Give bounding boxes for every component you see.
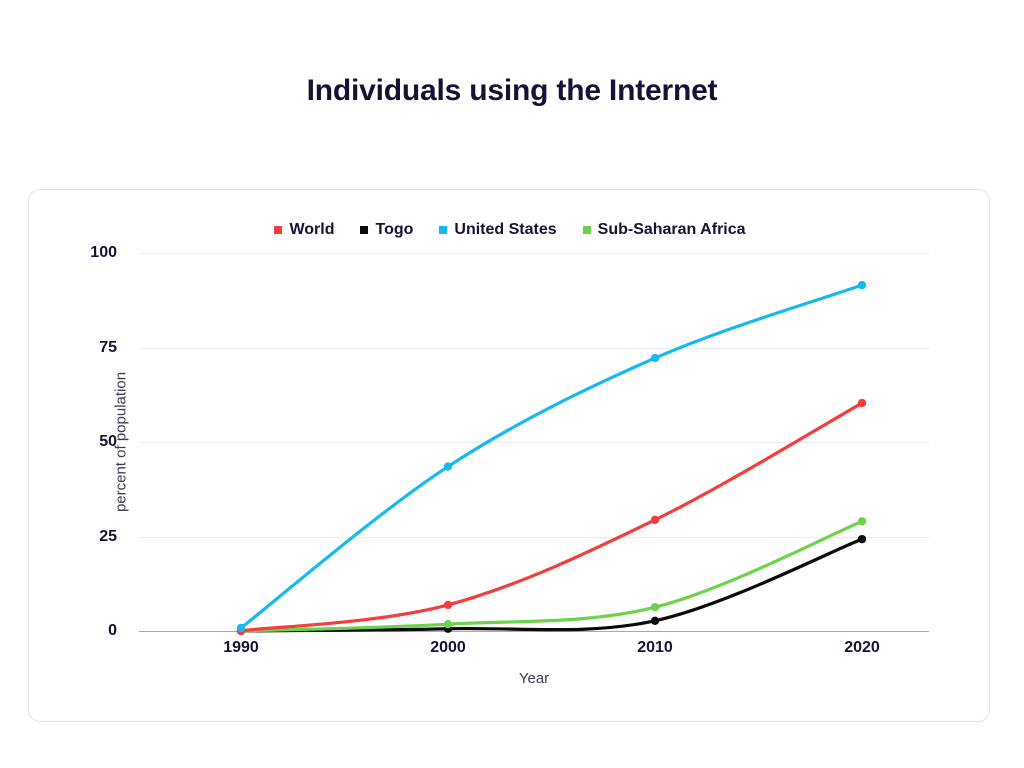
x-tick-label: 2000 bbox=[430, 639, 466, 656]
series-line bbox=[239, 401, 864, 633]
series-line bbox=[239, 283, 864, 630]
y-tick-label: 100 bbox=[90, 244, 117, 261]
data-point[interactable] bbox=[650, 353, 660, 363]
data-point[interactable] bbox=[857, 398, 867, 408]
legend-label-togo: Togo bbox=[375, 221, 414, 238]
series-sub-saharan-africa bbox=[236, 517, 867, 636]
series-world bbox=[236, 398, 867, 636]
gridline bbox=[139, 442, 929, 443]
legend-label-united-states: United States bbox=[454, 221, 557, 238]
legend-swatch-togo bbox=[360, 226, 369, 234]
x-axis-title: Year bbox=[518, 670, 550, 687]
legend-item-united-states[interactable]: United States bbox=[439, 221, 557, 239]
y-tick-label: 0 bbox=[108, 622, 117, 639]
data-point[interactable] bbox=[857, 534, 867, 544]
series-united-states bbox=[236, 280, 867, 633]
y-axis-title: percent of population bbox=[112, 371, 130, 513]
legend-label-world: World bbox=[289, 221, 335, 238]
data-point[interactable] bbox=[857, 517, 867, 526]
y-tick-label: 75 bbox=[99, 338, 117, 356]
gridline bbox=[139, 347, 929, 349]
series-line bbox=[239, 537, 864, 633]
plot-area: 0 25 50 75 100 1990 2000 2010 2020 Year percent… bbox=[90, 244, 929, 687]
x-tick-label: 2020 bbox=[844, 639, 880, 656]
legend-swatch-world bbox=[274, 226, 283, 234]
y-tick-label: 50 bbox=[99, 433, 117, 450]
data-point[interactable] bbox=[443, 600, 453, 610]
legend-item-world[interactable]: World bbox=[274, 221, 334, 239]
page-title: Individuals using the Internet bbox=[306, 74, 718, 107]
legend-swatch-united-states bbox=[439, 226, 448, 234]
series-layer bbox=[236, 280, 867, 636]
gridline bbox=[139, 253, 929, 254]
x-tick-label: 2010 bbox=[637, 639, 673, 656]
chart-card: World Togo United States Sub-Saharan Afr… bbox=[28, 189, 990, 722]
series-line bbox=[239, 519, 864, 633]
y-tick-label: 25 bbox=[99, 527, 117, 545]
data-point[interactable] bbox=[650, 515, 660, 525]
chart-legend: World Togo United States Sub-Saharan Afr… bbox=[29, 221, 991, 239]
data-point[interactable] bbox=[236, 623, 246, 633]
legend-label-sub-saharan-africa: Sub-Saharan Africa bbox=[597, 221, 746, 238]
data-point[interactable] bbox=[650, 616, 660, 625]
legend-item-togo[interactable]: Togo bbox=[360, 221, 413, 239]
legend-item-sub-saharan-africa[interactable]: Sub-Saharan Africa bbox=[582, 221, 746, 239]
data-point[interactable] bbox=[443, 462, 453, 471]
axis-baseline bbox=[139, 631, 929, 632]
data-point[interactable] bbox=[443, 620, 453, 629]
legend-swatch-sub-saharan-africa bbox=[582, 226, 591, 234]
data-point[interactable] bbox=[650, 602, 660, 612]
gridline bbox=[139, 536, 929, 538]
x-tick-label: 1990 bbox=[223, 639, 259, 656]
data-point[interactable] bbox=[857, 280, 867, 290]
